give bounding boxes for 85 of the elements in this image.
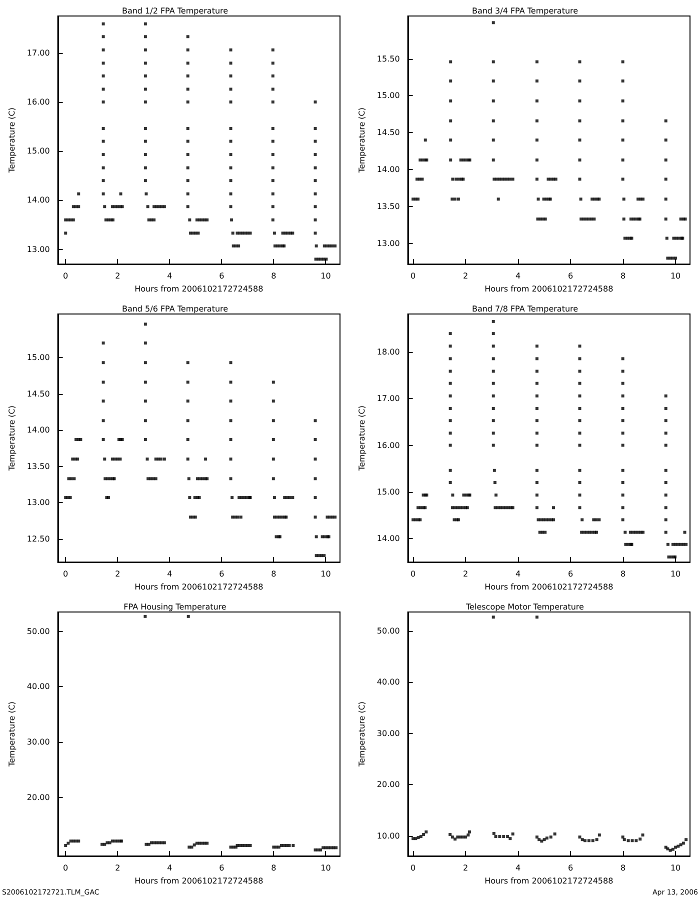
x-tick-label: 10 bbox=[670, 864, 681, 872]
x-tick-label: 10 bbox=[320, 570, 331, 579]
y-tick-label: 30.00 bbox=[376, 728, 400, 738]
x-tick-label: 6 bbox=[219, 272, 224, 281]
y-tick-label: 15.00 bbox=[376, 91, 400, 100]
y-tick-label: 50.00 bbox=[376, 626, 400, 636]
x-tick-label: 0 bbox=[410, 570, 416, 579]
y-tick-label: 15.50 bbox=[376, 54, 400, 64]
x-tick-label: 2 bbox=[463, 570, 468, 579]
x-tick-label: 0 bbox=[63, 864, 68, 872]
x-tick-label: 8 bbox=[271, 272, 276, 281]
y-tick-label: 13.50 bbox=[26, 462, 50, 471]
x-tick-label: 0 bbox=[410, 864, 416, 872]
x-tick-label: 10 bbox=[320, 864, 331, 872]
x-tick-label: 8 bbox=[620, 570, 626, 579]
y-tick-label: 14.00 bbox=[376, 165, 400, 174]
y-tick-label: 50.00 bbox=[26, 626, 50, 636]
x-tick-label: 8 bbox=[271, 864, 276, 872]
x-tick-label: 4 bbox=[516, 570, 521, 579]
x-tick-label: 6 bbox=[568, 864, 574, 872]
chart-title: Telescope Motor Temperature bbox=[465, 602, 584, 612]
x-tick-label: 6 bbox=[568, 272, 574, 281]
y-tick-label: 20.00 bbox=[26, 792, 50, 802]
y-tick-label: 20.00 bbox=[376, 780, 400, 790]
chart-title: Band 7/8 FPA Temperature bbox=[472, 304, 578, 314]
x-tick-label: 4 bbox=[167, 864, 172, 872]
y-tick-label: 40.00 bbox=[26, 682, 50, 692]
x-tick-label: 8 bbox=[620, 272, 626, 281]
x-tick-label: 2 bbox=[115, 272, 120, 281]
y-tick-label: 14.00 bbox=[376, 534, 400, 543]
x-tick-label: 4 bbox=[516, 864, 521, 872]
x-tick-label: 2 bbox=[463, 272, 468, 281]
chart-title: Band 5/6 FPA Temperature bbox=[122, 304, 228, 314]
x-tick-label: 10 bbox=[670, 570, 681, 579]
x-axis-title: Hours from 2006102172724588 bbox=[134, 876, 264, 886]
x-tick-label: 8 bbox=[271, 570, 276, 579]
x-tick-label: 10 bbox=[670, 272, 681, 281]
y-tick-label: 16.00 bbox=[376, 440, 400, 450]
y-tick-label: 14.00 bbox=[26, 196, 50, 205]
x-tick-label: 6 bbox=[568, 570, 574, 579]
y-tick-label: 13.50 bbox=[376, 202, 400, 212]
y-tick-label: 14.50 bbox=[376, 128, 400, 138]
y-tick-label: 18.00 bbox=[376, 348, 400, 357]
y-tick-label: 17.00 bbox=[26, 48, 50, 58]
y-tick-label: 15.00 bbox=[376, 487, 400, 496]
x-tick-label: 2 bbox=[115, 864, 120, 872]
y-tick-label: 40.00 bbox=[376, 678, 400, 687]
x-axis-title: Hours from 2006102172724588 bbox=[484, 582, 614, 592]
y-tick-label: 14.00 bbox=[26, 426, 50, 435]
x-tick-label: 6 bbox=[219, 570, 224, 579]
x-tick-label: 0 bbox=[410, 272, 416, 281]
x-tick-label: 8 bbox=[620, 864, 626, 872]
x-tick-label: 0 bbox=[63, 570, 68, 579]
y-tick-label: 15.00 bbox=[26, 353, 50, 362]
x-tick-label: 6 bbox=[219, 864, 224, 872]
x-tick-label: 10 bbox=[320, 272, 331, 281]
x-axis-title: Hours from 2006102172724588 bbox=[134, 284, 264, 294]
x-tick-label: 0 bbox=[63, 272, 68, 281]
y-tick-label: 10.00 bbox=[376, 832, 400, 841]
y-tick-label: 13.00 bbox=[26, 244, 50, 254]
y-tick-label: 17.00 bbox=[376, 394, 400, 404]
y-axis-title: Temperature (C) bbox=[8, 108, 16, 174]
x-axis-title: Hours from 2006102172724588 bbox=[134, 582, 264, 592]
y-tick-label: 12.50 bbox=[26, 534, 50, 544]
x-tick-label: 4 bbox=[167, 272, 172, 281]
y-axis-title: Temperature (C) bbox=[358, 406, 366, 472]
y-tick-label: 30.00 bbox=[26, 738, 50, 747]
x-tick-label: 4 bbox=[516, 272, 521, 281]
y-axis-title: Temperature (C) bbox=[8, 406, 16, 472]
chart-title: Band 1/2 FPA Temperature bbox=[122, 6, 228, 16]
y-tick-label: 16.00 bbox=[26, 97, 50, 106]
x-axis-title: Hours from 2006102172724588 bbox=[484, 284, 614, 294]
y-axis-title: Temperature (C) bbox=[358, 701, 366, 768]
x-tick-label: 2 bbox=[463, 864, 468, 872]
x-tick-label: 4 bbox=[167, 570, 172, 579]
y-tick-label: 13.00 bbox=[376, 238, 400, 248]
chart-title: Band 3/4 FPA Temperature bbox=[472, 6, 578, 16]
y-axis-title: Temperature (C) bbox=[358, 108, 366, 174]
y-tick-label: 15.00 bbox=[26, 146, 50, 156]
x-axis-title: Hours from 2006102172724588 bbox=[484, 876, 614, 886]
y-tick-label: 14.50 bbox=[26, 389, 50, 398]
y-axis-title: Temperature (C) bbox=[8, 701, 16, 768]
chart-title: FPA Housing Temperature bbox=[124, 602, 226, 612]
y-tick-label: 13.00 bbox=[26, 498, 50, 508]
x-tick-label: 2 bbox=[115, 570, 120, 579]
